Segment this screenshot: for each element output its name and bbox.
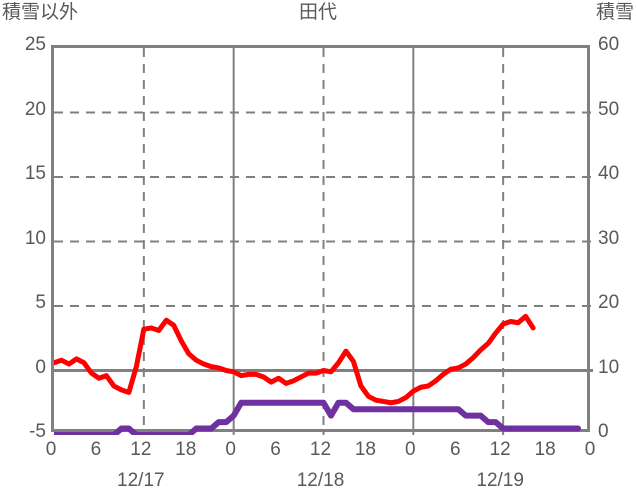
x-axis-tick-label: 0 — [584, 439, 596, 460]
right-axis-tick-label: 60 — [598, 34, 620, 55]
x-axis-day-label: 12/17 — [117, 470, 165, 491]
left-axis-tick-label: 15 — [24, 163, 46, 184]
gridlines — [54, 48, 593, 435]
plot-canvas — [54, 48, 593, 435]
x-axis-day-label: 12/18 — [296, 470, 345, 491]
x-axis-tick-label: 12 — [489, 439, 511, 460]
series-line-temperature — [54, 313, 536, 406]
x-axis-tick-label: 0 — [225, 439, 236, 460]
left-axis-tick-label: 20 — [24, 98, 46, 120]
right-axis-tick-label: 10 — [598, 356, 620, 378]
left-axis-tick-label: 10 — [24, 227, 46, 249]
x-axis-tick-label: 18 — [175, 439, 197, 460]
x-axis-day-label: 12/19 — [476, 470, 524, 491]
x-axis-tick-label: 6 — [449, 439, 461, 460]
right-axis-tick-label: 40 — [598, 163, 620, 184]
x-axis-tick-label: 6 — [270, 439, 281, 460]
plot-area — [51, 45, 593, 435]
right-axis-tick-label: 20 — [598, 292, 620, 313]
left-axis-tick-label: 25 — [24, 34, 46, 55]
x-axis-tick-label: 18 — [534, 439, 556, 460]
right-axis-tick-label: 50 — [598, 98, 620, 120]
right-axis-tick-label: 0 — [598, 421, 609, 442]
right-axis-caption: 積雪 — [595, 2, 634, 23]
data-series — [54, 313, 582, 435]
page-title: 田代 — [298, 2, 337, 23]
x-axis-tick-label: 12 — [309, 439, 332, 460]
x-axis-tick-label: 0 — [45, 439, 57, 460]
series-line-snow-depth — [54, 399, 582, 435]
x-axis-tick-label: 0 — [405, 439, 416, 460]
left-axis-tick-label: 0 — [35, 356, 46, 378]
right-axis-tick-label: 30 — [598, 227, 620, 249]
x-axis-tick-label: 18 — [354, 439, 376, 460]
x-axis-tick-label: 12 — [130, 439, 152, 460]
left-axis-caption: 積雪以外 — [2, 2, 79, 23]
x-axis-tick-label: 6 — [90, 439, 102, 460]
left-axis-tick-label: 5 — [35, 292, 46, 313]
left-axis-tick-label: -5 — [29, 421, 46, 442]
